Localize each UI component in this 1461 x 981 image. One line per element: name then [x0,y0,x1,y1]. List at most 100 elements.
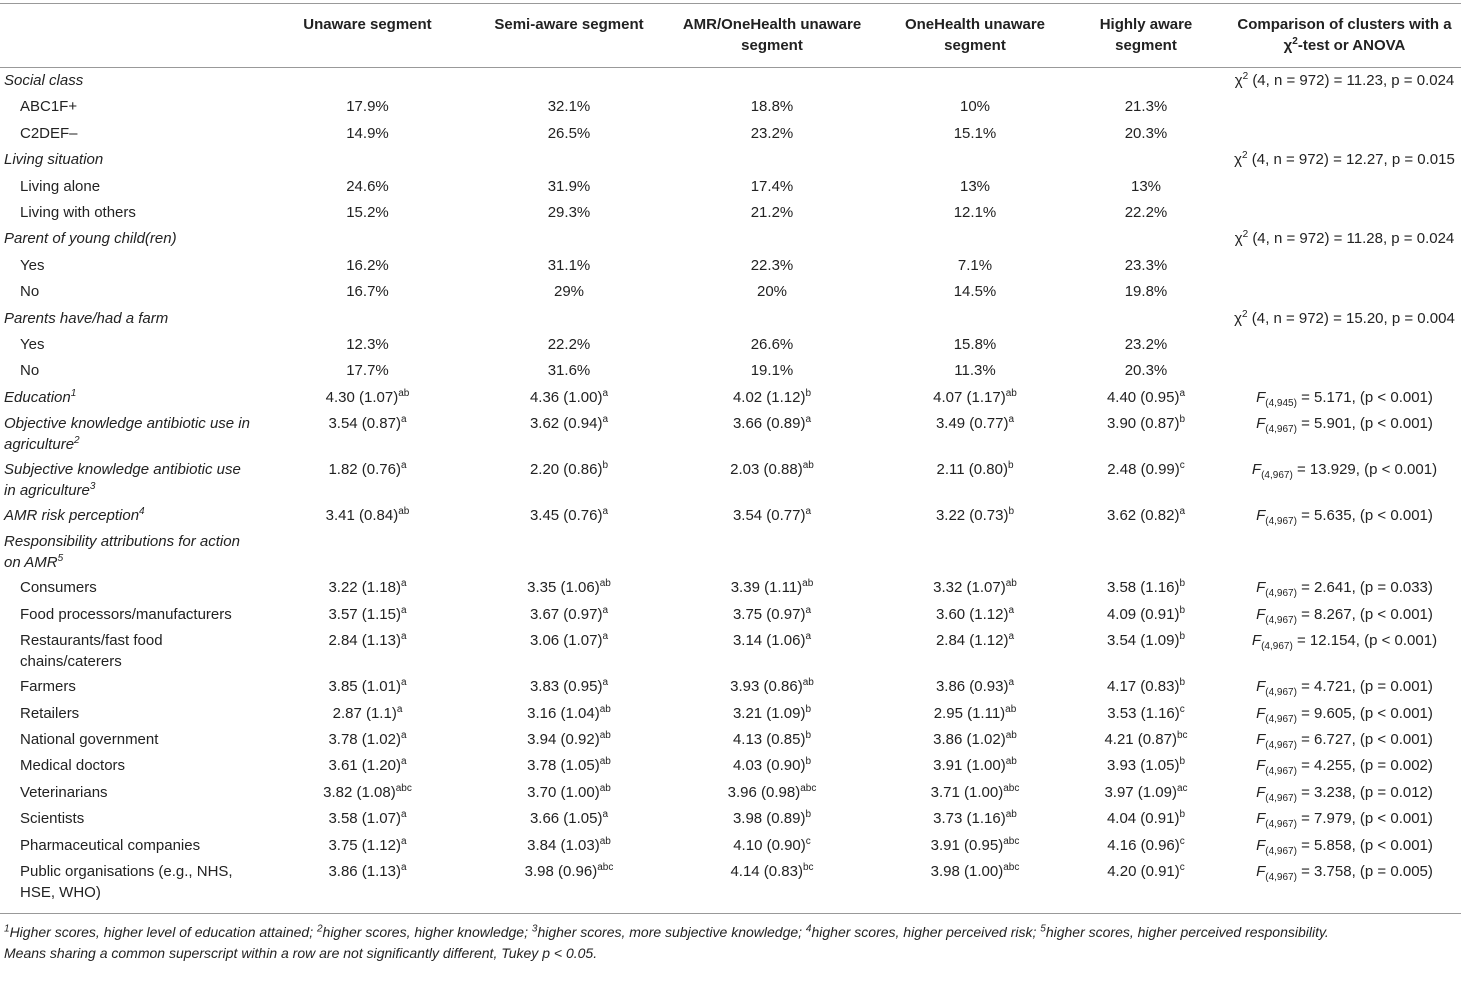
stat-cell: F(4,967) = 5.635, (p < 0.001) [1228,503,1461,529]
table-row: AMR risk perception4 3.41 (0.84)ab 3.45 (0… [0,503,1461,529]
footnote-sup: 3 [531,923,538,935]
data-cell: 3.54 (1.09)b [1064,628,1228,674]
cell-value: 3.82 (1.08) [323,783,396,801]
data-cell: 17.7% [255,358,480,384]
cell-sup: a [400,756,407,768]
data-cell: 23.3% [1064,253,1228,279]
data-cell: 3.78 (1.05)ab [480,753,658,779]
cell-sup: a [602,604,609,616]
cell-sup: a [602,809,609,821]
cell-value: 11.3% [954,362,996,380]
data-cell: 3.70 (1.00)ab [480,780,658,806]
row-label: Retailers [0,701,255,727]
cell-sup: a [1008,631,1015,643]
stat-text: = 13.929, (p < 0.001) [1296,461,1438,479]
footnote-ref: 2 [74,435,80,447]
cell-sup: a [805,414,812,426]
cell-sup: a [400,460,407,472]
cell-sup: ab [802,677,814,689]
cell-value: 2.03 (0.88) [730,461,803,479]
cell-sup: b [805,809,812,821]
cell-sup: b [1179,756,1186,768]
row-label-text: Medical doctors [20,757,126,775]
data-cell: 3.32 (1.07)ab [886,575,1064,601]
cell-sup: b [1179,414,1186,426]
row-label-text: Yes [20,335,45,353]
cell-value: 3.54 (0.77) [732,507,806,525]
cell-sup: a [400,414,407,426]
cell-value: 4.10 (0.90) [733,836,806,854]
cell-sup: b [805,703,812,715]
cell-sup: c [1179,835,1185,847]
cell-sup: c [1179,460,1185,472]
group-label: Education [4,388,71,406]
cell-value: 3.58 (1.16) [1106,579,1180,597]
stat-text: (4, n = 972) = 15.20, p = 0.004 [1251,309,1455,327]
cell-sup: ab [802,460,814,472]
data-cell: 2.84 (1.13)a [255,628,480,674]
cell-value: 15.1% [953,124,997,142]
stat-cell: F(4,967) = 8.267, (p < 0.001) [1228,602,1461,628]
cell-sup: a [396,703,403,715]
row-label-text: Living alone [20,177,101,195]
cell-sup: b [1179,604,1186,616]
cell-sup: c [805,835,811,847]
row-label-text: Yes [20,256,45,274]
stat-symbol: χ [1234,72,1243,89]
cell-value: 21.3% [1124,98,1168,116]
row-label-text: No [20,283,40,301]
data-cell: 3.06 (1.07)a [480,628,658,674]
data-cell: 4.10 (0.90)c [658,833,886,859]
data-cell [1064,306,1228,332]
cell-value: 3.22 (0.73) [935,507,1009,525]
row-label: Farmers [0,674,255,700]
data-cell: 11.3% [886,358,1064,384]
table-row: Parent of young child(ren) χ2 (4, n = 972… [0,226,1461,252]
cell-value: 13% [959,177,991,195]
stat-sub: (4,967) [1265,845,1297,857]
cell-sup: ab [599,578,611,590]
cell-sup: b [1179,809,1186,821]
cell-sup: a [805,631,812,643]
cell-sup: c [1179,703,1185,715]
cell-value: 2.95 (1.11) [933,704,1006,722]
data-cell: 3.45 (0.76)a [480,503,658,529]
data-cell: 4.21 (0.87)bc [1064,727,1228,753]
stat-sub: (4,945) [1265,397,1297,409]
cell-value: 19.8% [1124,283,1168,301]
cell-value: 4.30 (1.07) [325,388,399,406]
table-row: Responsibility attributions for action o… [0,529,1461,575]
data-cell: 2.87 (1.1)a [255,701,480,727]
cell-value: 4.17 (0.83) [1106,678,1180,696]
stat-text: = 3.238, (p = 0.012) [1301,783,1433,801]
cell-value: 3.91 (1.00) [933,757,1006,775]
table-row: Veterinarians 3.82 (1.08) abc 3.70 (1.00)ab… [0,780,1461,806]
footnote-ref: 3 [89,481,96,493]
stat-sup: 2 [1242,308,1248,320]
stat-symbol: F [1256,731,1266,749]
data-cell: 3.86 (0.93)a [886,674,1064,700]
cell-sup: a [400,861,407,873]
stat-symbol: F [1256,579,1266,597]
cell-sup: ab [599,703,611,715]
footnote-text: higher scores, higher perceived responsi… [1045,923,1329,940]
row-label: Social class [0,68,255,95]
cell-value: 4.03 (0.90) [732,757,806,775]
row-label: Yes [0,253,255,279]
row-label-text: Food processors/manufacturers [20,605,232,623]
header-row: Unaware segment Semi-aware segment AMR/One… [0,3,1461,68]
table-row: C2DEF– 14.9% 26.5% 23.2% 15.1% 20.3% [0,121,1461,147]
cell-value: 3.39 (1.11) [730,579,803,597]
cell-value: 4.04 (0.91) [1106,810,1180,828]
data-cell: 31.6% [480,358,658,384]
cell-sup: abc [1003,782,1020,794]
cell-value: 4.36 (1.00) [529,388,603,406]
cell-sup: a [400,730,407,742]
header-text: Comparison of clusters with a χ [1237,16,1452,54]
row-label-text: Veterinarians [20,783,108,801]
stat-sub: (4,967) [1265,871,1297,883]
cell-value: 7.1% [957,256,993,274]
data-cell [886,147,1064,173]
cell-value: 10% [959,98,991,116]
table-row: Subjective knowledge antibiotic use in a… [0,457,1461,503]
